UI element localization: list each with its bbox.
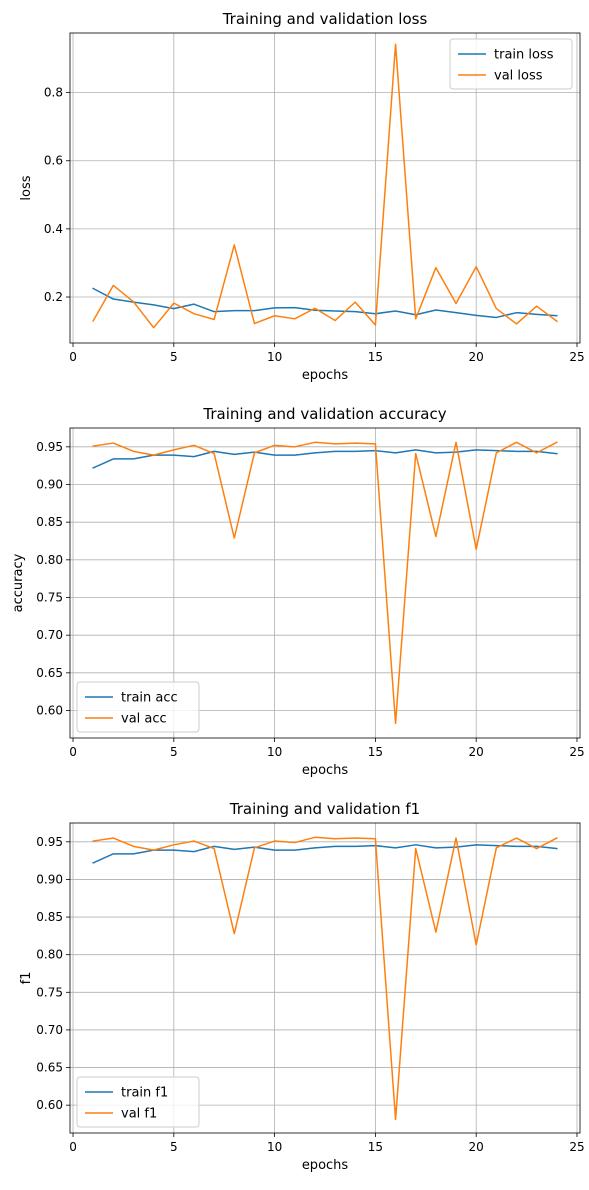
x-tick-label: 5: [170, 745, 178, 759]
y-tick-label: 0.80: [36, 948, 63, 962]
x-tick-label: 20: [469, 745, 484, 759]
x-tick-label: 0: [69, 745, 77, 759]
y-axis-label: f1: [19, 972, 34, 985]
series-line-train-loss: [92, 287, 558, 319]
series-line-val-loss: [92, 43, 558, 329]
y-tick-label: 0.90: [36, 872, 63, 886]
x-axis-label: epochs: [302, 763, 349, 778]
legend-entry: train f1: [121, 1086, 168, 1101]
y-tick-label: 0.6: [44, 154, 63, 168]
legend-box: [76, 681, 200, 733]
y-tick-label: 0.65: [36, 1061, 63, 1075]
y-tick-label: 0.65: [36, 666, 63, 680]
x-axis-label: epochs: [302, 1158, 349, 1173]
y-axis-label: loss: [19, 175, 34, 200]
x-axis-label: epochs: [302, 368, 349, 383]
series-line-val-f1: [92, 836, 558, 1121]
x-tick-label: 10: [267, 745, 282, 759]
x-tick-label: 20: [469, 1140, 484, 1154]
legend: train loss val loss: [449, 38, 573, 90]
y-tick-label: 0.90: [36, 478, 63, 492]
y-tick-label: 0.8: [44, 86, 63, 100]
y-tick-label: 0.95: [36, 835, 63, 849]
y-tick-label: 0.85: [36, 515, 63, 529]
x-tick-label: 0: [69, 1140, 77, 1154]
y-tick-label: 0.80: [36, 553, 63, 567]
chart-title: Training and validation f1: [229, 800, 420, 818]
x-tick-label: 20: [469, 350, 484, 364]
series-line-train-acc: [92, 449, 558, 469]
chart-2: 0 5 10 15 20 25 0.60 0.65 0.70 0.75 0.80 0.85 0.90 0.…: [11, 405, 585, 778]
y-tick-label: 0.85: [36, 910, 63, 924]
legend-box: [449, 38, 573, 90]
chart-title: Training and validation loss: [222, 10, 428, 28]
x-tick-label: 10: [267, 350, 282, 364]
x-tick-label: 15: [368, 745, 383, 759]
y-tick-label: 0.95: [36, 440, 63, 454]
legend: train f1 val f1: [76, 1076, 200, 1128]
chart-3: 0 5 10 15 20 25 0.60 0.65 0.70 0.75 0.80 0.85 0.90 0.…: [19, 800, 585, 1173]
legend-entry: val loss: [494, 69, 543, 84]
plot-area-frame: [69, 822, 581, 1134]
y-tick-label: 0.60: [36, 1098, 63, 1112]
x-tick-label: 10: [267, 1140, 282, 1154]
legend: train acc val acc: [76, 681, 200, 733]
x-tick-label: 5: [170, 1140, 178, 1154]
x-tick-label: 15: [368, 1140, 383, 1154]
x-tick-label: 0: [69, 350, 77, 364]
y-tick-label: 0.75: [36, 591, 63, 605]
legend-entry: train loss: [494, 48, 554, 63]
x-tick-label: 15: [368, 350, 383, 364]
y-axis-label: accuracy: [11, 553, 26, 612]
legend-entry: val acc: [121, 712, 167, 727]
legend-box: [76, 1076, 200, 1128]
chart-title: Training and validation accuracy: [202, 405, 446, 423]
y-tick-label: 0.60: [36, 704, 63, 718]
y-tick-label: 0.75: [36, 985, 63, 999]
plot-area-frame: [69, 427, 581, 739]
y-tick-label: 0.2: [44, 290, 63, 304]
y-tick-label: 0.70: [36, 628, 63, 642]
x-tick-label: 5: [170, 350, 178, 364]
chart-1: 0 5 10 15 20 25 0.2 0.4 0.6 0.8 Training and valid…: [19, 10, 585, 383]
x-tick-label: 25: [569, 745, 584, 759]
series-line-train-f1: [92, 844, 558, 864]
y-tick-label: 0.70: [36, 1023, 63, 1037]
x-tick-label: 25: [569, 350, 584, 364]
y-tick-label: 0.4: [44, 222, 63, 236]
plot-area-frame: [69, 32, 581, 344]
legend-entry: val f1: [121, 1107, 157, 1122]
x-tick-label: 25: [569, 1140, 584, 1154]
series-line-val-acc: [92, 441, 558, 725]
legend-entry: train acc: [121, 691, 178, 706]
